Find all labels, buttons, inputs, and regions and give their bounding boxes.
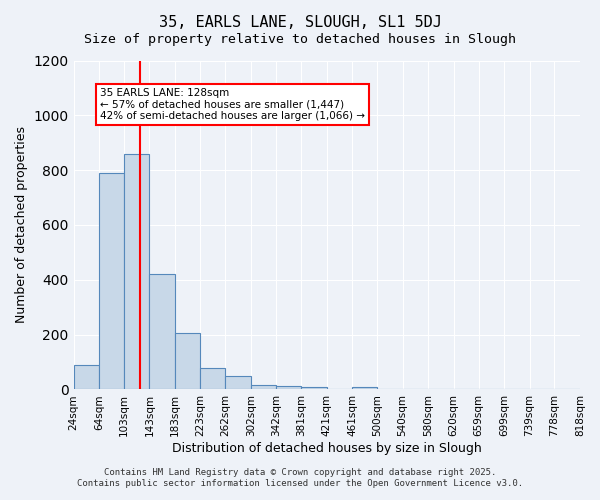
Bar [200, 368, 226, 390]
Bar [277, 386, 301, 390]
X-axis label: Distribution of detached houses by size in Slough: Distribution of detached houses by size … [172, 442, 482, 455]
Text: Contains HM Land Registry data © Crown copyright and database right 2025.
Contai: Contains HM Land Registry data © Crown c… [77, 468, 523, 487]
Bar [251, 384, 277, 390]
Bar [124, 154, 149, 390]
Y-axis label: Number of detached properties: Number of detached properties [15, 126, 28, 324]
Bar [352, 388, 377, 390]
Bar [175, 334, 200, 390]
Bar [226, 376, 251, 390]
Bar [149, 274, 175, 390]
Text: Size of property relative to detached houses in Slough: Size of property relative to detached ho… [84, 32, 516, 46]
Text: 35 EARLS LANE: 128sqm
← 57% of detached houses are smaller (1,447)
42% of semi-d: 35 EARLS LANE: 128sqm ← 57% of detached … [100, 88, 365, 121]
Text: 35, EARLS LANE, SLOUGH, SL1 5DJ: 35, EARLS LANE, SLOUGH, SL1 5DJ [158, 15, 442, 30]
Bar [74, 365, 99, 390]
Bar [99, 173, 124, 390]
Bar [301, 388, 327, 390]
